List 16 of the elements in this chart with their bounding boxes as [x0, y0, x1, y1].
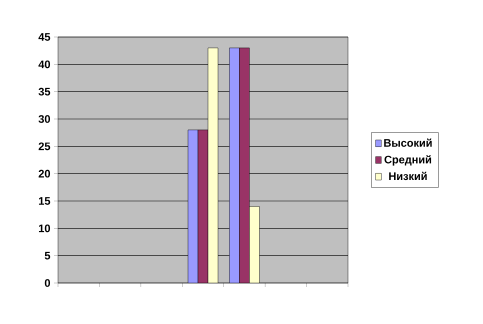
y-tick-label: 10: [38, 224, 50, 232]
y-tick-label: 25: [38, 142, 50, 150]
y-tick-label: 40: [38, 60, 50, 68]
y-tick-label: 15: [38, 197, 50, 205]
y-tick-label: 35: [38, 88, 50, 96]
bar: [208, 48, 218, 283]
legend-label: Низкий: [389, 172, 427, 180]
y-tick-label: 5: [44, 252, 50, 260]
y-tick-label: 20: [38, 170, 50, 178]
bar: [239, 48, 250, 283]
y-tick-label: 45: [38, 33, 50, 41]
legend-label: Средний: [384, 155, 432, 166]
y-tick-label: 30: [38, 115, 50, 123]
legend-label: Высокий: [384, 138, 432, 147]
y-tick-label: 0: [44, 279, 50, 287]
bar: [229, 48, 240, 283]
